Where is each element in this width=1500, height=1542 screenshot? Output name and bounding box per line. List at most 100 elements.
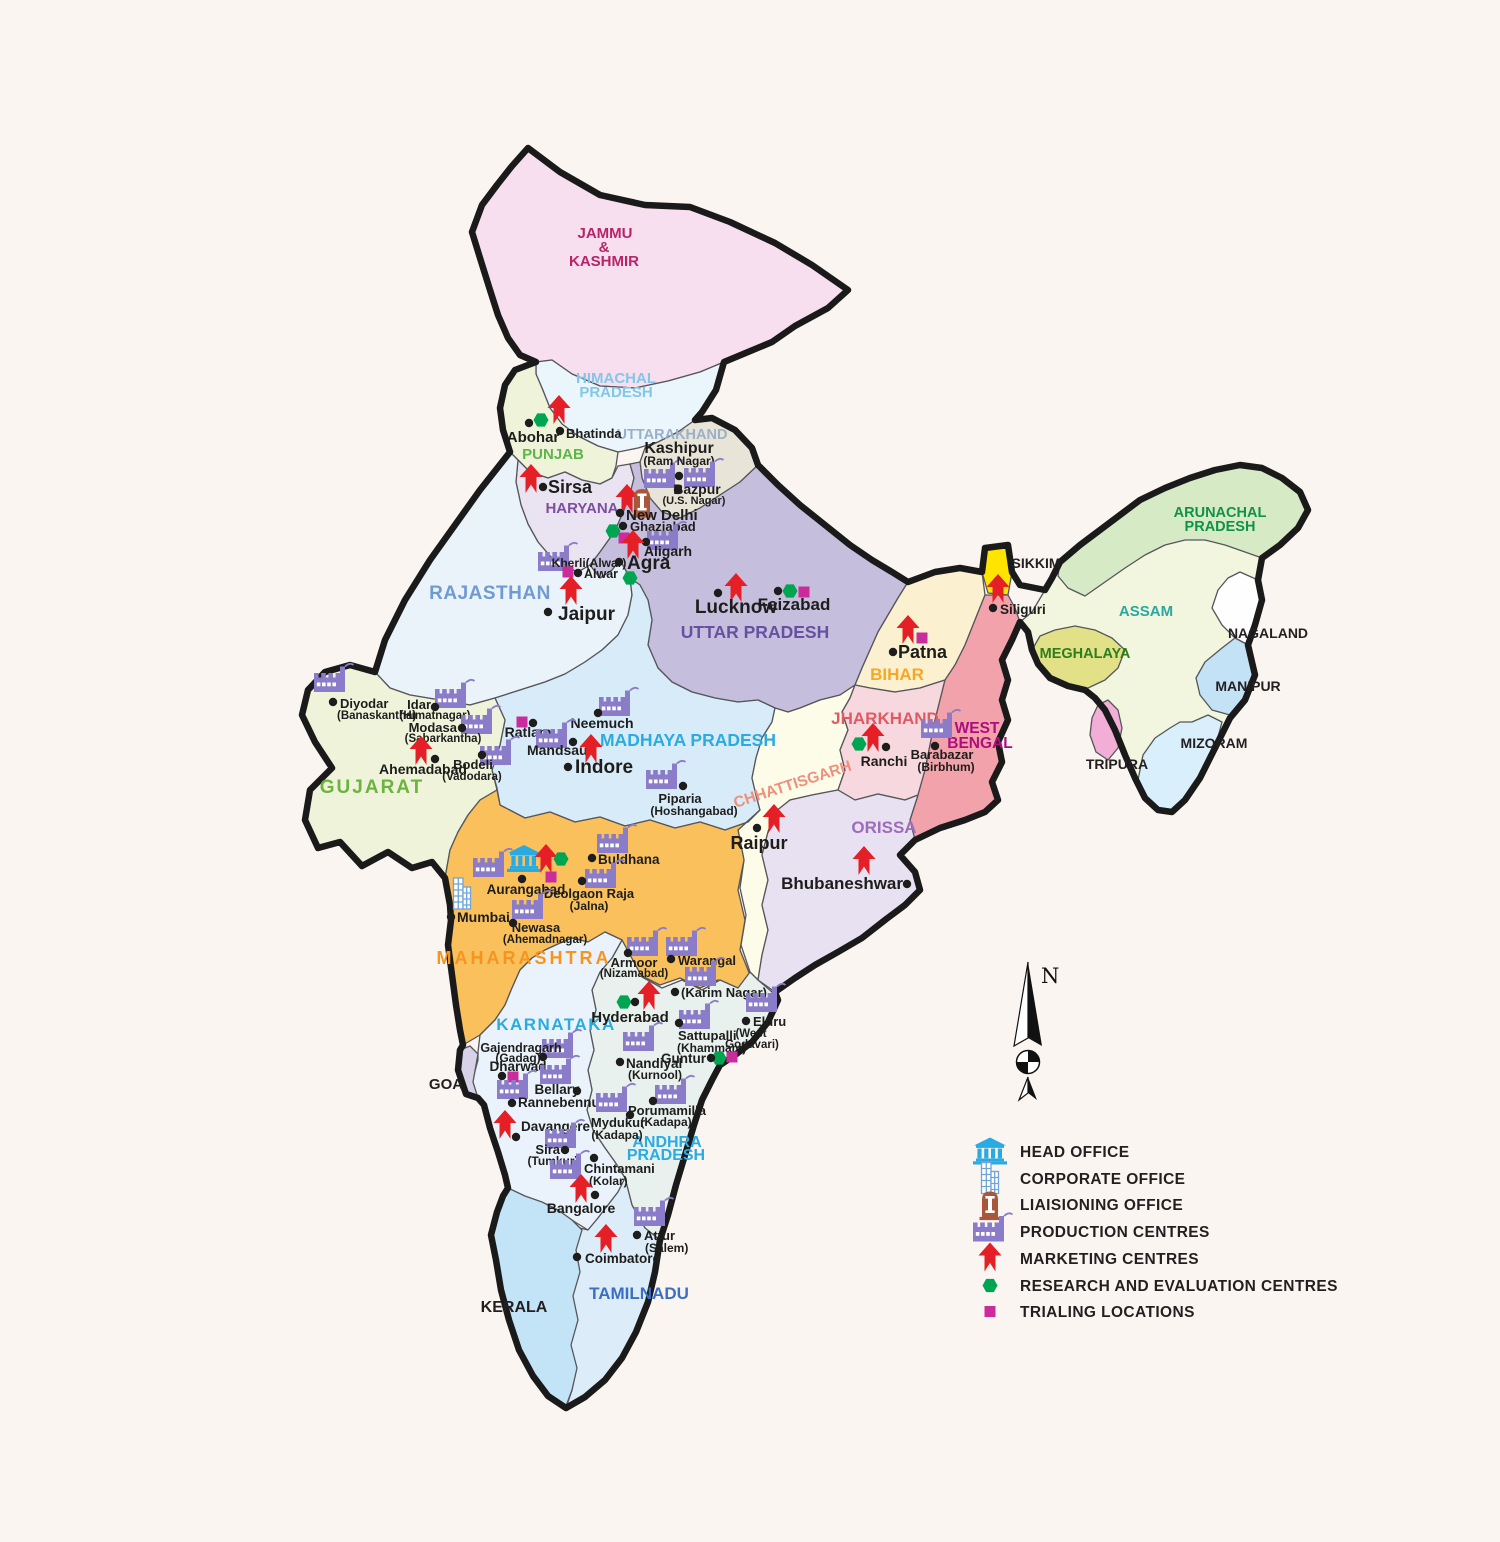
city-dot — [572, 1086, 582, 1096]
state-labels-layer: JAMMU&KASHMIRHIMACHALPRADESHPUNJABUTTARA… — [320, 225, 1308, 1316]
city-label-nandiyal: (Kurnool) — [628, 1068, 682, 1082]
state-label-karnataka: KARNATAKA — [496, 1015, 616, 1034]
city-dot — [930, 741, 940, 751]
city-bodeli: Bodeli(Vadodara) — [442, 735, 521, 783]
state-label-tripura: TRIPURA — [1086, 756, 1148, 772]
state-label-jammu-kashmir: KASHMIR — [569, 253, 639, 270]
city-dot — [641, 537, 651, 547]
city-bangalore: Bangalore — [547, 1174, 616, 1216]
city-label-eluru: Eluru — [753, 1014, 786, 1029]
states-layer — [301, 147, 1309, 1409]
city-label-idar: (Himatnagar) — [400, 710, 471, 722]
city-aligarh: Aligarh — [641, 520, 692, 559]
city-label-bazpur: Bazpur — [673, 481, 721, 497]
city-dot — [328, 697, 338, 707]
city-lucknow: Lucknow — [695, 573, 778, 618]
legend-label-head-office: HEAD OFFICE — [1020, 1144, 1129, 1161]
legend-label-research-and-evaluation-centres: RESEARCH AND EVALUATION CENTRES — [1020, 1278, 1338, 1295]
city-label-porumamilla: Porumamilla — [628, 1103, 707, 1118]
city-dot — [577, 876, 587, 886]
city-label-abohar: Abohar — [507, 429, 560, 446]
state-label-west-bengal: WEST — [955, 720, 1000, 737]
city-label-barabazar: (Birbhum) — [917, 760, 974, 774]
state-label-rajasthan: RAJASTHAN — [429, 583, 551, 604]
city-bazpur: Bazpur(U.S. Nagar) — [663, 457, 726, 507]
city-chintamani: Chintamani(Kolar) — [549, 1149, 655, 1188]
city-dot — [568, 737, 578, 747]
city-dot — [881, 742, 891, 752]
city-kashipur: Kashipur(Ram Nagar) — [643, 440, 715, 489]
head-office-icon — [973, 1137, 1007, 1165]
state-label-madhaya-pradesh: MADHAYA PRADESH — [600, 730, 776, 750]
legend-label-liaisioning-office: LIAISIONING OFFICE — [1020, 1197, 1183, 1214]
city-label-diyodar: (Banaskantha) — [337, 710, 416, 722]
city-bhatinda: Bhatinda — [547, 395, 622, 441]
city-dot — [678, 781, 688, 791]
city-label-lucknow: Lucknow — [695, 597, 778, 618]
state-jammu-kashmir — [471, 147, 849, 389]
city-label-bangalore: Bangalore — [547, 1200, 616, 1216]
city-attur: Attur(Salem) — [632, 1196, 688, 1255]
legend: HEAD OFFICE CORPORATE OFFICE LIAISIONING O… — [972, 1137, 1338, 1321]
city-label-siliguri: Siliguri — [1000, 602, 1046, 617]
legend-label-production-centres: PRODUCTION CENTRES — [1020, 1224, 1210, 1241]
corporate-office-icon — [980, 1161, 1000, 1195]
city-rannebennur: Rannebennur — [496, 1069, 606, 1110]
city-dot — [560, 1145, 570, 1155]
city-dot — [572, 1252, 582, 1262]
state-label-arunachal-pradesh: ARUNACHAL — [1174, 505, 1267, 521]
city-label-ranchi: Ranchi — [861, 753, 908, 769]
city-label-mandsaur: Mandsaur — [527, 742, 594, 758]
state-label-andhra-pradesh: PRADESH — [627, 1147, 705, 1164]
city-sirsa: Sirsa — [519, 464, 593, 497]
city-jaipur: Jaipur — [543, 576, 616, 625]
city-label-porumamilla: (Kadapa) — [640, 1115, 691, 1129]
city-label-deolgaon-raja: Deolgaon Raja — [544, 886, 635, 901]
liaisioning-office-icon — [979, 1191, 1001, 1221]
state-label-west-bengal: BENGAL — [947, 735, 1012, 752]
city-dot — [674, 471, 684, 481]
city-armoor: Armoor(Nizamabad) — [600, 926, 669, 980]
city-label-newasa: (Ahemadnagar) — [503, 934, 588, 946]
city-label-piparia: (Hoshangabad) — [650, 804, 737, 818]
city-mydukur: Mydukur(Kadapa) — [591, 1082, 645, 1142]
city-label-nandiyal: Nandiyal — [626, 1056, 682, 1071]
city-label-chintamani: Chintamani — [584, 1161, 655, 1176]
city-label-deolgaon-raja: (Jalna) — [570, 899, 609, 913]
city-dot — [497, 1071, 507, 1081]
state-label-jammu-kashmir: & — [599, 239, 610, 256]
city-label-modasa: Modasa — [409, 720, 458, 735]
city-ahemadabad: Ahemadabad — [379, 736, 467, 777]
city-abohar: Abohar — [507, 413, 560, 446]
city-label-attur: (Salem) — [645, 1241, 688, 1255]
city-label-hyderabad: Hyderabad — [591, 1009, 669, 1026]
trialing-location-icon — [562, 566, 574, 578]
city-dot — [517, 874, 527, 884]
city-dot — [713, 588, 723, 598]
state-label-punjab: PUNJAB — [522, 446, 584, 463]
city-label-aligarh: Aligarh — [644, 543, 692, 559]
city-dot — [587, 853, 597, 863]
city-neemuch: Neemuch — [570, 686, 640, 731]
city-label-armoor: (Nizamabad) — [600, 968, 669, 980]
state-label-haryana: HARYANA — [545, 500, 618, 517]
city-label-guntur: Guntur — [661, 1051, 707, 1066]
city-piparia: Piparia(Hoshangabad) — [645, 759, 738, 818]
city-dot — [555, 426, 565, 436]
city-dot — [477, 750, 487, 760]
city-dot — [902, 879, 912, 889]
legend-item-marketing-centres: MARKETING CENTRES — [978, 1242, 1199, 1272]
city-dot — [618, 521, 628, 531]
city-dot — [741, 1016, 751, 1026]
city-label-sira: Sira — [535, 1142, 560, 1157]
state-label-jammu-kashmir: JAMMU — [578, 225, 633, 242]
city-dot — [430, 754, 440, 764]
city-label-mydukur: Mydukur — [591, 1115, 645, 1130]
city-label-buldhana: Buldhana — [598, 852, 660, 867]
city-label-chintamani: (Kolar) — [589, 1174, 628, 1188]
city-agra: Agra — [614, 530, 671, 585]
city-dot — [446, 912, 456, 922]
city-label-karim-nagar: (Karim Nagar) — [681, 985, 767, 1000]
city-dot — [623, 948, 633, 958]
